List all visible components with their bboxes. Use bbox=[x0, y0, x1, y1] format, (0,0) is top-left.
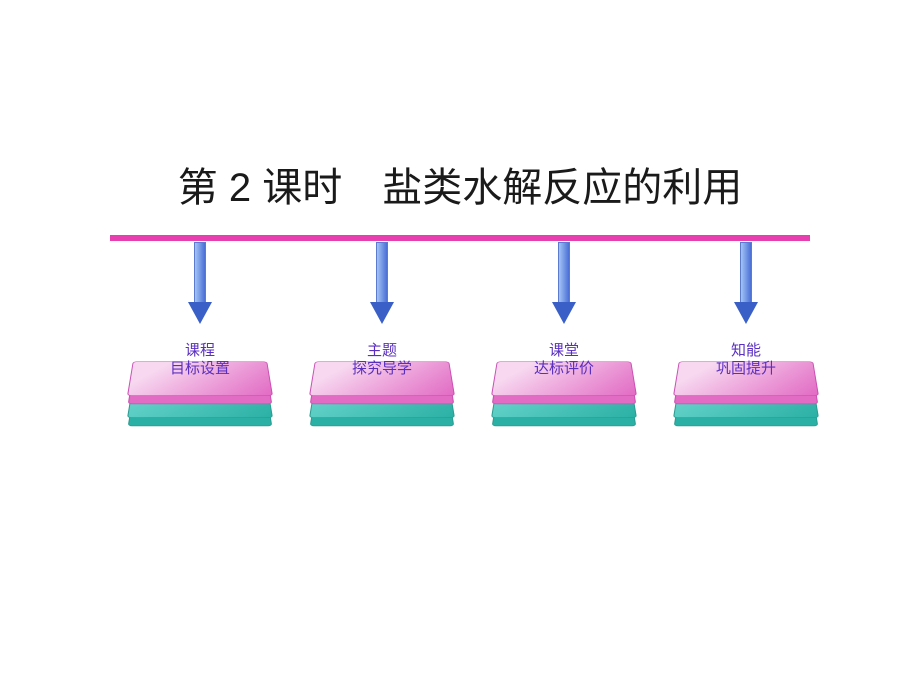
tile-label-line1: 知能 bbox=[676, 342, 816, 360]
arrow-shaft bbox=[740, 242, 752, 304]
tile-label-line1: 课堂 bbox=[494, 342, 634, 360]
title-underline bbox=[110, 235, 810, 241]
arrow-head-icon bbox=[370, 302, 394, 324]
down-arrow-3 bbox=[552, 242, 576, 332]
tile-label: 知能巩固提升 bbox=[676, 342, 816, 378]
arrow-head-icon bbox=[552, 302, 576, 324]
arrow-head-icon bbox=[734, 302, 758, 324]
tile-label-line2: 巩固提升 bbox=[676, 360, 816, 378]
tile-label: 主题探究导学 bbox=[312, 342, 452, 378]
tile-label-line2: 探究导学 bbox=[312, 360, 452, 378]
arrow-shaft bbox=[194, 242, 206, 304]
nav-tile-4[interactable]: 知能巩固提升 bbox=[676, 348, 816, 438]
tile-label: 课堂达标评价 bbox=[494, 342, 634, 378]
slide-title: 第 2 课时 盐类水解反应的利用 bbox=[0, 155, 920, 213]
arrow-shaft bbox=[376, 242, 388, 304]
slide-root: 第 2 课时 盐类水解反应的利用 课程目标设置主题探究导学课堂达标评价知能巩固提… bbox=[0, 0, 920, 690]
nav-tile-3[interactable]: 课堂达标评价 bbox=[494, 348, 634, 438]
down-arrow-4 bbox=[734, 242, 758, 332]
tile-label-line1: 课程 bbox=[130, 342, 270, 360]
tile-label-line1: 主题 bbox=[312, 342, 452, 360]
tile-label-line2: 达标评价 bbox=[494, 360, 634, 378]
nav-tile-1[interactable]: 课程目标设置 bbox=[130, 348, 270, 438]
nav-tile-2[interactable]: 主题探究导学 bbox=[312, 348, 452, 438]
down-arrow-2 bbox=[370, 242, 394, 332]
down-arrow-1 bbox=[188, 242, 212, 332]
tile-label: 课程目标设置 bbox=[130, 342, 270, 378]
arrow-shaft bbox=[558, 242, 570, 304]
tile-label-line2: 目标设置 bbox=[130, 360, 270, 378]
arrow-head-icon bbox=[188, 302, 212, 324]
